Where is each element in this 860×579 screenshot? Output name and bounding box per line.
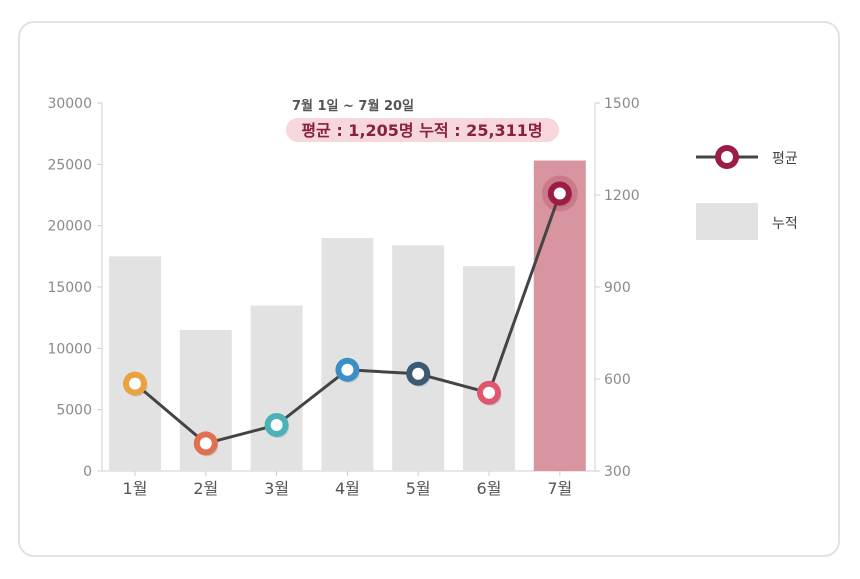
annotation-highlight (286, 118, 559, 142)
y2-tick-label: 1200 (604, 188, 640, 204)
marker-center (483, 386, 495, 399)
y-tick-label: 5000 (56, 403, 92, 419)
y-tick-label: 10000 (47, 341, 92, 357)
x-tick-label: 5월 (406, 479, 431, 498)
x-tick-label: 6월 (477, 479, 502, 498)
annotation-summary: 평균 : 1,205명 누적 : 25,311명 (301, 121, 542, 140)
x-tick-label: 1월 (123, 479, 148, 498)
bar (109, 256, 161, 471)
x-tick-label: 3월 (264, 479, 289, 498)
legend-bar-sample (696, 203, 758, 240)
y2-tick-label: 300 (604, 464, 631, 480)
y-tick-label: 0 (83, 464, 92, 480)
marker-center (341, 363, 354, 376)
y2-tick-label: 900 (604, 280, 631, 296)
marker-center (129, 377, 141, 390)
x-tick-label: 2월 (193, 479, 218, 498)
bar (250, 305, 303, 471)
legend-label-cumulative: 누적 (772, 216, 798, 232)
y-tick-label: 30000 (47, 96, 92, 112)
legend-label-average: 평균 (772, 151, 798, 167)
y2-tick-label: 600 (604, 372, 631, 388)
x-tick-label: 4월 (335, 479, 360, 498)
x-tick-label: 7월 (547, 479, 572, 498)
bar (392, 245, 445, 471)
marker-center (553, 187, 566, 200)
bar (463, 266, 515, 471)
marker-center (412, 367, 425, 380)
bar-series (109, 160, 586, 471)
bar (533, 160, 586, 471)
line-series (123, 175, 578, 457)
marker-center (199, 437, 212, 450)
y-tick-label: 15000 (47, 280, 92, 296)
legend-line-marker-center (721, 151, 733, 163)
marker-center (270, 419, 283, 431)
annotation-date-range: 7월 1일 ~ 7월 20일 (292, 98, 414, 114)
y2-tick-label: 1500 (604, 96, 640, 112)
y-tick-label: 25000 (47, 157, 92, 173)
axes: 0 5000 10000 15000 20000 25000 30000 300 600 900 1… (47, 96, 639, 498)
bar (321, 237, 374, 471)
y-tick-label: 20000 (47, 219, 92, 235)
